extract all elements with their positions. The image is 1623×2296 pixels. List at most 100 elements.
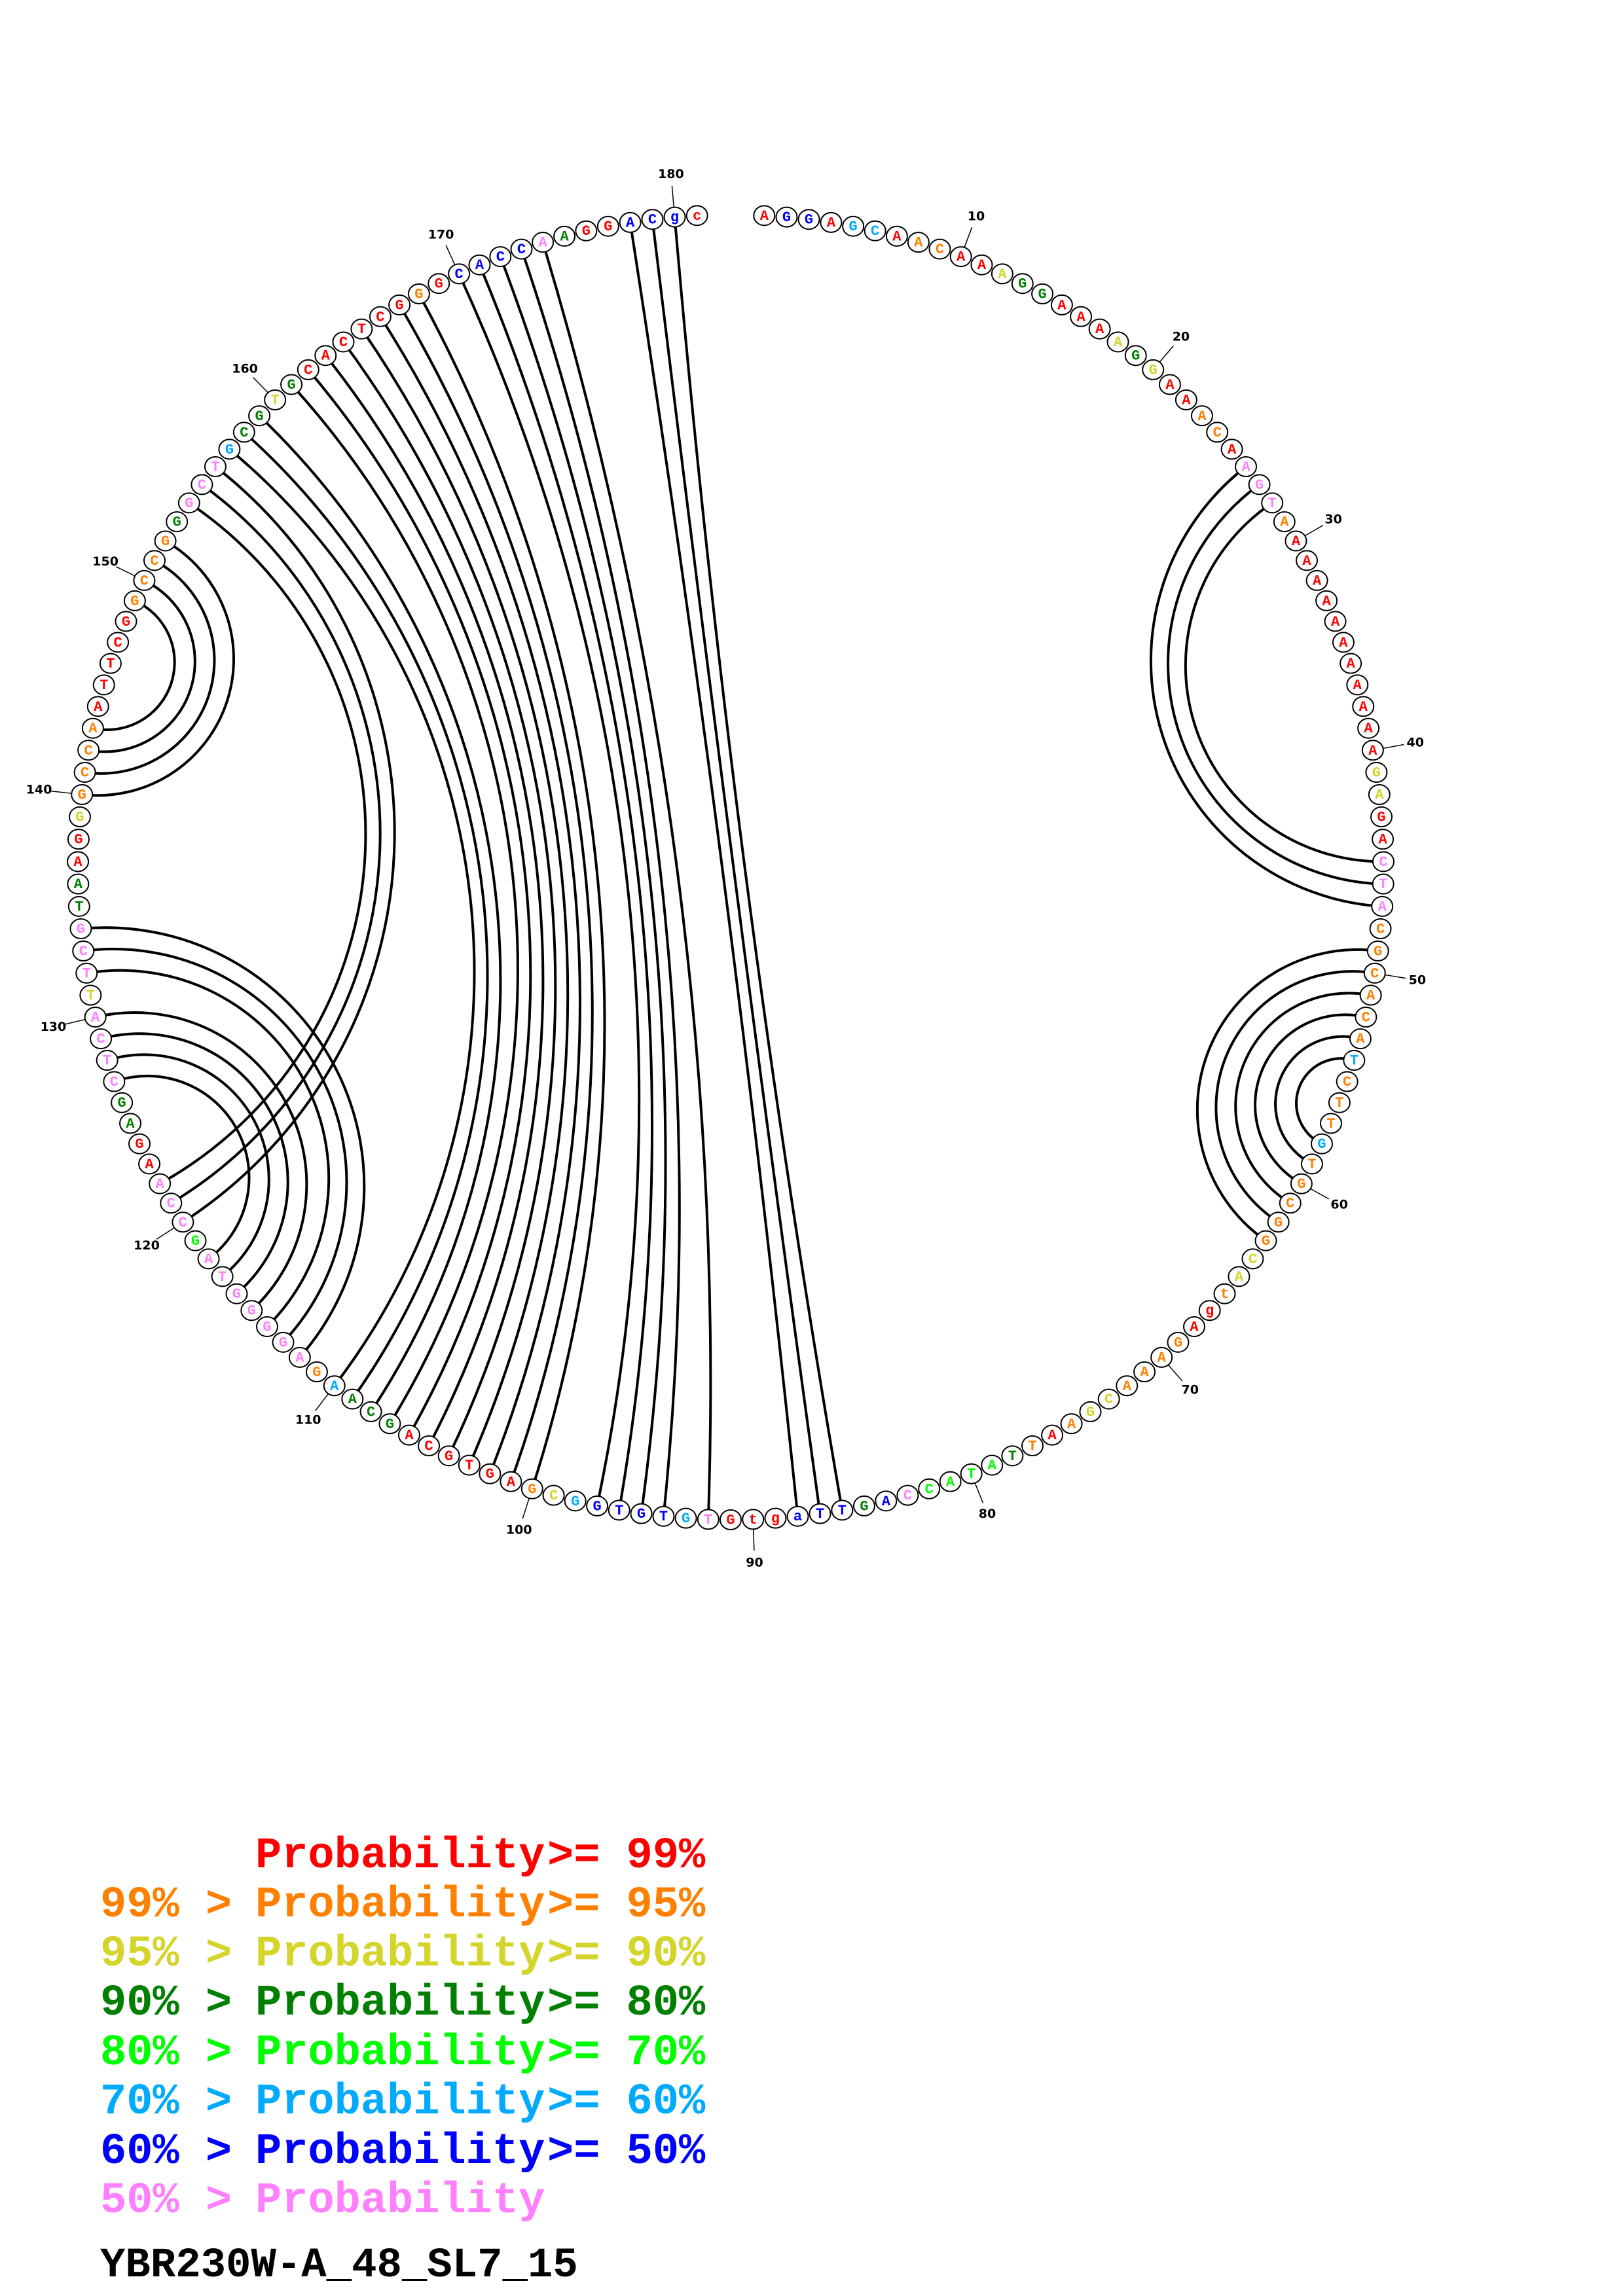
nucleotide-circle [428, 273, 450, 295]
nucleotide-circle [1368, 783, 1391, 805]
nucleotide-letter: C [1379, 854, 1387, 870]
nucleotide-circle [288, 1346, 311, 1368]
nucleotide-letter: G [161, 533, 170, 550]
legend-suffix: >= 50% [547, 2127, 706, 2177]
nucleotide: A [970, 254, 993, 276]
position-tick [156, 1227, 175, 1240]
nucleotide: A [1315, 590, 1338, 611]
nucleotide-circle [720, 1509, 742, 1530]
base-pair-arc [243, 431, 489, 1400]
base-pair-arc [182, 465, 396, 1223]
nucleotide: G [575, 220, 598, 242]
nucleotide: G [177, 492, 200, 514]
nucleotide: T [608, 1499, 630, 1521]
nucleotide: A [1357, 717, 1380, 739]
nucleotide-circle [160, 1193, 183, 1214]
nucleotide-circle [960, 1463, 983, 1484]
base-pair-arc [84, 559, 216, 775]
nucleotide: G [520, 1478, 543, 1499]
nucleotide-letter: C [376, 309, 384, 325]
nucleotide-letter: A [1359, 699, 1368, 715]
nucleotide-circle [1158, 374, 1181, 395]
nucleotide-circle [81, 717, 104, 739]
legend-row: 50% > Probability [100, 2176, 545, 2226]
nucleotide-letter: A [507, 1474, 516, 1490]
position-label: 180 [658, 167, 684, 181]
nucleotide: T [458, 1454, 481, 1476]
nucleotide-letter: g [1205, 1303, 1214, 1319]
nucleotide-letter: T [659, 1509, 668, 1525]
nucleotide: A [397, 1424, 420, 1446]
nucleotide-letter: G [528, 1481, 536, 1498]
nucleotide: G [255, 1316, 278, 1337]
nucleotide: G [225, 1283, 248, 1304]
nucleotide-circle [652, 1505, 675, 1527]
nucleotide-letter: G [255, 408, 263, 425]
nucleotide-letter: A [1339, 635, 1348, 651]
nucleotide: G [154, 530, 177, 552]
nucleotide-letter: C [367, 1404, 375, 1420]
nucleotide: g [764, 1507, 787, 1529]
base-pair-arc [418, 293, 606, 1490]
nucleotide-circle [418, 1435, 441, 1457]
base-pair-arc [673, 217, 844, 1511]
nucleotide-circle [928, 238, 951, 260]
position-tick [964, 226, 973, 248]
legend-row: 95% > Probability >= 90% [100, 1929, 706, 1979]
nucleotide-circle [1355, 1006, 1377, 1028]
nucleotide-circle [68, 806, 91, 828]
nucleotide: G [428, 273, 450, 295]
nucleotide-letter: G [191, 1233, 200, 1249]
nucleotide-circle [1116, 1375, 1139, 1397]
legend-suffix: >= 99% [547, 1831, 706, 1881]
nucleotide-letter: G [225, 442, 234, 458]
nucleotide-circle [970, 254, 993, 276]
nucleotide-letter: T [615, 1503, 623, 1519]
nucleotide-circle [1150, 1346, 1173, 1368]
nucleotide-letter: G [1274, 1215, 1283, 1231]
nucleotide-circle [143, 550, 166, 571]
position-label: 50 [1409, 973, 1426, 988]
nucleotide-circle [1267, 1211, 1290, 1233]
nucleotide: A [1228, 1266, 1250, 1287]
base-pair-arc [651, 219, 822, 1514]
nucleotide-circle [1285, 530, 1307, 552]
nucleotide-circle [99, 653, 122, 674]
nucleotide-letter: T [75, 899, 83, 915]
nucleotide: A [288, 1346, 311, 1368]
nucleotide-circle [1372, 829, 1395, 850]
nucleotide: C [918, 1478, 941, 1499]
nucleotide: G [184, 1230, 207, 1251]
nucleotide: C [72, 941, 95, 962]
nucleotide: C [1241, 1248, 1264, 1270]
legend-suffix: >= 80% [547, 1979, 706, 2028]
nucleotide: C [191, 474, 213, 495]
nucleotide-letter: A [560, 228, 569, 245]
nucleotide-letter: A [1228, 442, 1237, 458]
nucleotide-circle [1190, 405, 1213, 427]
nucleotide-letter: T [704, 1512, 712, 1528]
nucleotide-circle [1346, 674, 1369, 696]
nucleotide-circle [1315, 590, 1338, 611]
nucleotide: G [1254, 1230, 1277, 1251]
nucleotide-circle [149, 1173, 172, 1194]
base-pair-arc [100, 1032, 289, 1295]
base-pair-arc [629, 222, 799, 1516]
nucleotide: G [1079, 1401, 1102, 1422]
nucleotide-circle [1133, 1361, 1156, 1383]
nucleotide-letter: A [295, 1350, 304, 1366]
nucleotide: G [1167, 1331, 1190, 1353]
nucleotide-circle [111, 1092, 134, 1113]
nucleotide: T [960, 1463, 983, 1484]
nucleotide-letter: G [1262, 1233, 1270, 1249]
nucleotide: C [1206, 422, 1229, 443]
nucleotide-circle [1279, 1193, 1302, 1214]
nucleotide: A [1190, 405, 1213, 427]
nucleotide-letter: A [145, 1157, 154, 1173]
nucleotide-circle [896, 1484, 919, 1506]
position-tick [1304, 524, 1324, 537]
nucleotide-letter: T [1008, 1448, 1017, 1465]
nucleotide-circle [1332, 632, 1355, 653]
nucleotide: C [143, 550, 166, 571]
nucleotide-letter: C [871, 223, 879, 240]
